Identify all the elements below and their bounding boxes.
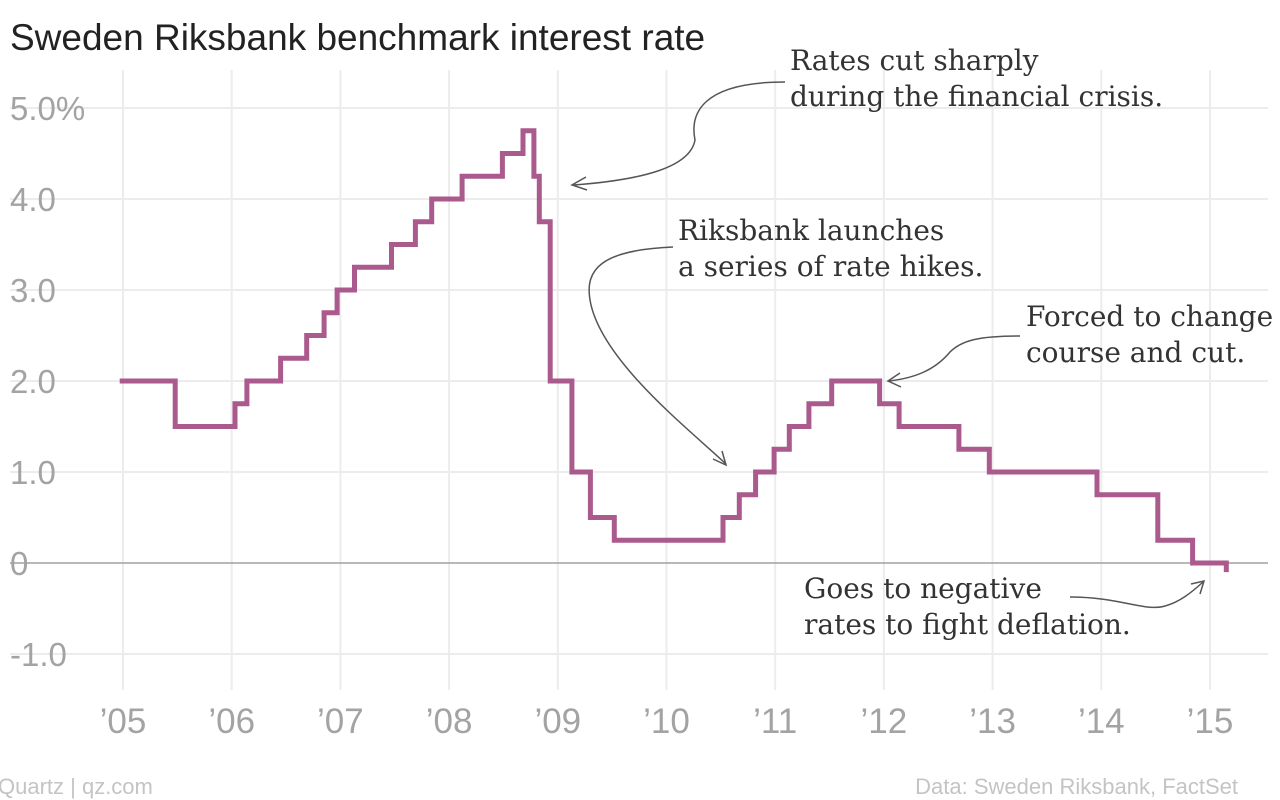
annotation-rate-hikes-line-2: a series of rate hikes. bbox=[678, 250, 983, 283]
annotation-negative-rates-pointer bbox=[1069, 581, 1204, 609]
x-tick-label: ’05 bbox=[100, 702, 147, 741]
x-tick-label: ’13 bbox=[969, 702, 1016, 741]
annotation-change-course-line-1: Forced to change bbox=[1026, 300, 1273, 333]
annotation-change-course: Forced to change course and cut. bbox=[886, 300, 1273, 388]
annotation-financial-crisis-line-2: during the financial crisis. bbox=[790, 80, 1163, 113]
y-tick-label: 0 bbox=[10, 545, 28, 582]
annotation-rate-hikes-line-1: Riksbank launches bbox=[678, 214, 944, 247]
x-tick-label: ’06 bbox=[208, 702, 255, 741]
y-tick-label: 2.0 bbox=[10, 363, 56, 400]
x-tick-label: ’14 bbox=[1078, 702, 1125, 741]
y-tick-label: -1.0 bbox=[10, 636, 67, 673]
annotation-financial-crisis: Rates cut sharply during the financial c… bbox=[570, 44, 1163, 191]
x-tick-label: ’15 bbox=[1187, 702, 1234, 741]
annotation-negative-rates: Goes to negative rates to fight deflatio… bbox=[804, 572, 1206, 641]
annotation-financial-crisis-line-1: Rates cut sharply bbox=[790, 44, 1039, 77]
x-tick-label: ’11 bbox=[753, 702, 797, 741]
annotation-negative-rates-line-1: Goes to negative bbox=[804, 572, 1042, 605]
annotation-rate-hikes-pointer bbox=[588, 246, 727, 465]
annotation-rate-hikes-arrowhead bbox=[712, 450, 728, 467]
chart-title: Sweden Riksbank benchmark interest rate bbox=[10, 17, 705, 58]
annotation-change-course-line-2: course and cut. bbox=[1026, 336, 1245, 369]
footer-source-right: Data: Sweden Riksbank, FactSet bbox=[915, 774, 1238, 799]
y-tick-label: 1.0 bbox=[10, 454, 56, 491]
y-tick-label: 4.0 bbox=[10, 181, 56, 218]
x-tick-label: ’08 bbox=[426, 702, 473, 741]
annotation-rate-hikes: Riksbank launches a series of rate hikes… bbox=[588, 214, 983, 467]
rate-step-line bbox=[119, 128, 1229, 573]
rate-series bbox=[119, 128, 1229, 573]
y-tick-label: 3.0 bbox=[10, 272, 56, 309]
x-tick-label: ’10 bbox=[643, 702, 690, 741]
x-tick-label: ’12 bbox=[861, 702, 908, 741]
x-axis-tick-labels: ’05 ’06 ’07 ’08 ’09 ’10 ’11 ’12 ’13 ’14 ’15 bbox=[100, 702, 1234, 741]
x-tick-label: ’09 bbox=[534, 702, 581, 741]
annotation-financial-crisis-pointer bbox=[573, 81, 786, 186]
y-tick-label: 5.0% bbox=[10, 90, 85, 127]
annotation-negative-rates-arrowhead bbox=[1190, 579, 1206, 595]
y-axis-tick-labels: 5.0% 4.0 3.0 2.0 1.0 0 -1.0 bbox=[10, 90, 85, 673]
annotation-change-course-pointer bbox=[888, 335, 1021, 382]
x-tick-label: ’07 bbox=[317, 702, 364, 741]
annotation-financial-crisis-arrowhead bbox=[570, 176, 588, 191]
annotation-change-course-arrowhead bbox=[886, 372, 902, 388]
annotation-negative-rates-line-2: rates to fight deflation. bbox=[804, 608, 1131, 641]
y-gridlines bbox=[10, 107, 1268, 655]
footer-source-left: Quartz | qz.com bbox=[0, 774, 153, 799]
